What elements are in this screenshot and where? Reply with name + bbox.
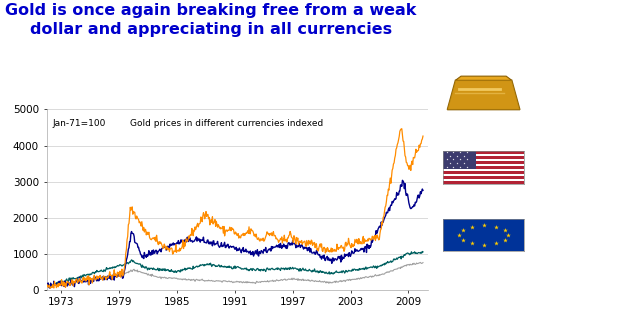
Polygon shape xyxy=(455,76,511,80)
Bar xyxy=(443,171,524,174)
Text: Gold is once again breaking free from a weak
dollar and appreciating in all curr: Gold is once again breaking free from a … xyxy=(5,3,417,37)
Bar xyxy=(443,164,524,166)
Bar xyxy=(443,156,524,159)
Bar xyxy=(443,154,524,156)
Bar xyxy=(443,151,476,169)
Bar xyxy=(443,169,524,171)
Bar xyxy=(443,176,524,179)
Bar xyxy=(443,151,524,154)
Text: Jan-71=100: Jan-71=100 xyxy=(52,119,105,128)
Bar xyxy=(443,179,524,181)
Bar xyxy=(443,181,524,184)
Text: Gold prices in different currencies indexed: Gold prices in different currencies inde… xyxy=(130,119,324,128)
Bar xyxy=(443,161,524,164)
Bar xyxy=(443,166,524,169)
Bar xyxy=(443,159,524,161)
Bar xyxy=(443,174,524,176)
Polygon shape xyxy=(447,80,520,109)
Polygon shape xyxy=(447,80,520,109)
